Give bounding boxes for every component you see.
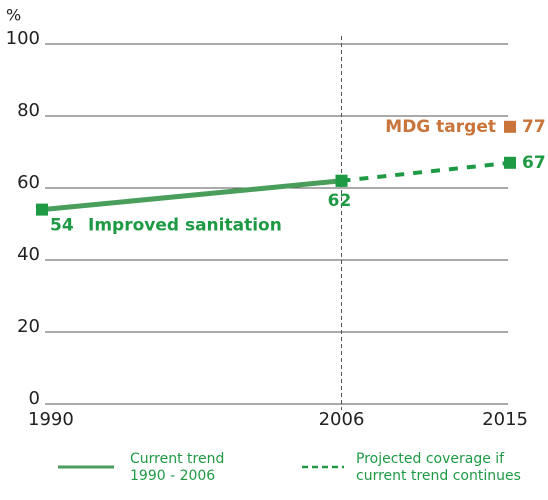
y-axis-label: %	[6, 6, 21, 25]
value-label: 62	[328, 191, 352, 211]
legend-label: Current trend 1990 - 2006	[130, 451, 229, 484]
y-tick-label: 60	[17, 172, 40, 193]
x-tick-label: 1990	[28, 409, 74, 430]
value-label: 67	[522, 153, 546, 173]
target-label: MDG target	[385, 117, 496, 137]
target-value-label: 77	[522, 117, 546, 137]
y-tick-label: 80	[17, 100, 40, 121]
x-tick-label: 2006	[319, 409, 365, 430]
line-label: Improved sanitation	[88, 216, 282, 236]
legend-label: Projected coverage if current trend cont…	[356, 451, 521, 484]
value-label: 54	[50, 216, 74, 236]
point-marker	[36, 203, 48, 216]
y-tick-label: 40	[17, 244, 40, 265]
y-tick-label: 0	[29, 388, 40, 409]
y-tick-label: 100	[6, 28, 40, 49]
target-marker	[504, 120, 516, 133]
y-tick-label: 20	[17, 316, 40, 337]
x-tick-label: 2015	[482, 409, 528, 430]
point-marker	[335, 174, 348, 187]
point-marker	[504, 156, 516, 169]
series-line	[41, 178, 342, 213]
series-line	[341, 160, 511, 183]
